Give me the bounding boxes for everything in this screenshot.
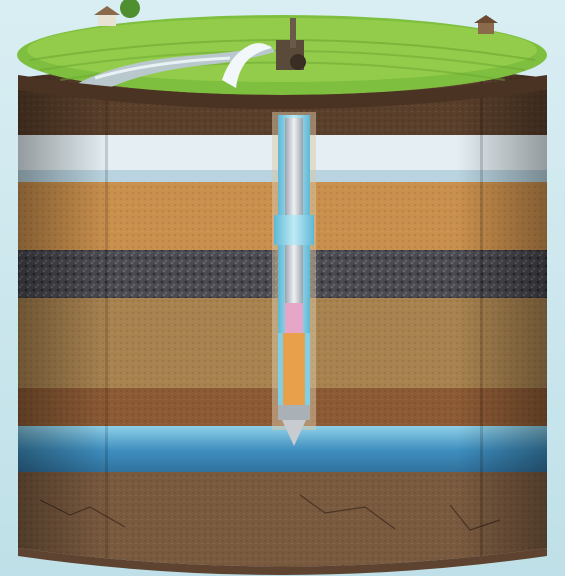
- well-pipe: [272, 112, 316, 446]
- tree-icon: [120, 0, 140, 18]
- ground-surface: [17, 0, 547, 109]
- irrigation-channel: [75, 45, 275, 92]
- casing-collar: [274, 215, 314, 245]
- hut-icon: [98, 14, 116, 26]
- inner-casing: [285, 118, 303, 303]
- drill-tip-icon: [282, 420, 306, 446]
- column-bottom-edge: [18, 548, 547, 575]
- water-jet-icon: [222, 43, 272, 88]
- filter-section-orange: [283, 333, 305, 405]
- filter-section-pink: [285, 303, 303, 333]
